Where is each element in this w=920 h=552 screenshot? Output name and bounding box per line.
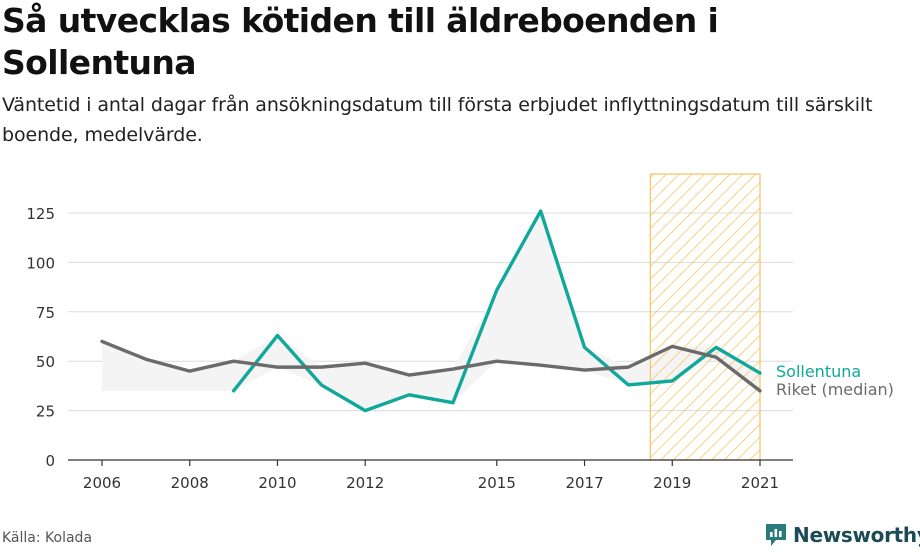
series-lines-layer [100,209,762,413]
x-tick-label-2021: 2021 [741,474,779,492]
forecast-highlight-area [649,173,761,461]
riket-median-line [100,339,762,393]
source-note: Källa: Kolada [2,530,93,546]
x-tick-label-2012: 2012 [346,474,384,492]
chart-title: Så utvecklas kötiden till äldreboenden i… [2,1,719,82]
y-tick-label-0: 0 [45,452,55,470]
axes-layer: 2006 2008 2010 2012 2015 2017 2019 2021 [68,459,793,492]
x-tick-label-2019: 2019 [653,474,691,492]
chart-subtitle: Väntetid i antal dagar från ansökningsda… [2,94,873,146]
grid-layer: 0 25 50 75 100 125 [26,205,793,470]
sollentuna-line [231,209,762,413]
y-tick-label-75: 75 [36,304,55,322]
y-tick-label-100: 100 [26,254,55,272]
y-tick-label-125: 125 [26,205,55,223]
forecast-highlight-layer [649,173,761,461]
series-label-sollentuna: Sollentuna [776,362,861,381]
x-tick-label-2010: 2010 [258,474,296,492]
x-tick-label-2008: 2008 [171,474,209,492]
x-tick-label-2006: 2006 [83,474,121,492]
y-tick-label-50: 50 [36,353,55,371]
x-tick-label-2015: 2015 [478,474,516,492]
brand-name: Newsworthy [793,523,920,547]
difference-band [102,211,760,411]
difference-band-layer [102,211,760,411]
y-tick-label-25: 25 [36,403,55,421]
newsworthy-logo: Newsworthy [764,520,920,550]
newsworthy-chart-icon [766,524,786,546]
x-tick-label-2017: 2017 [565,474,603,492]
series-label-riket: Riket (median) [776,380,894,399]
